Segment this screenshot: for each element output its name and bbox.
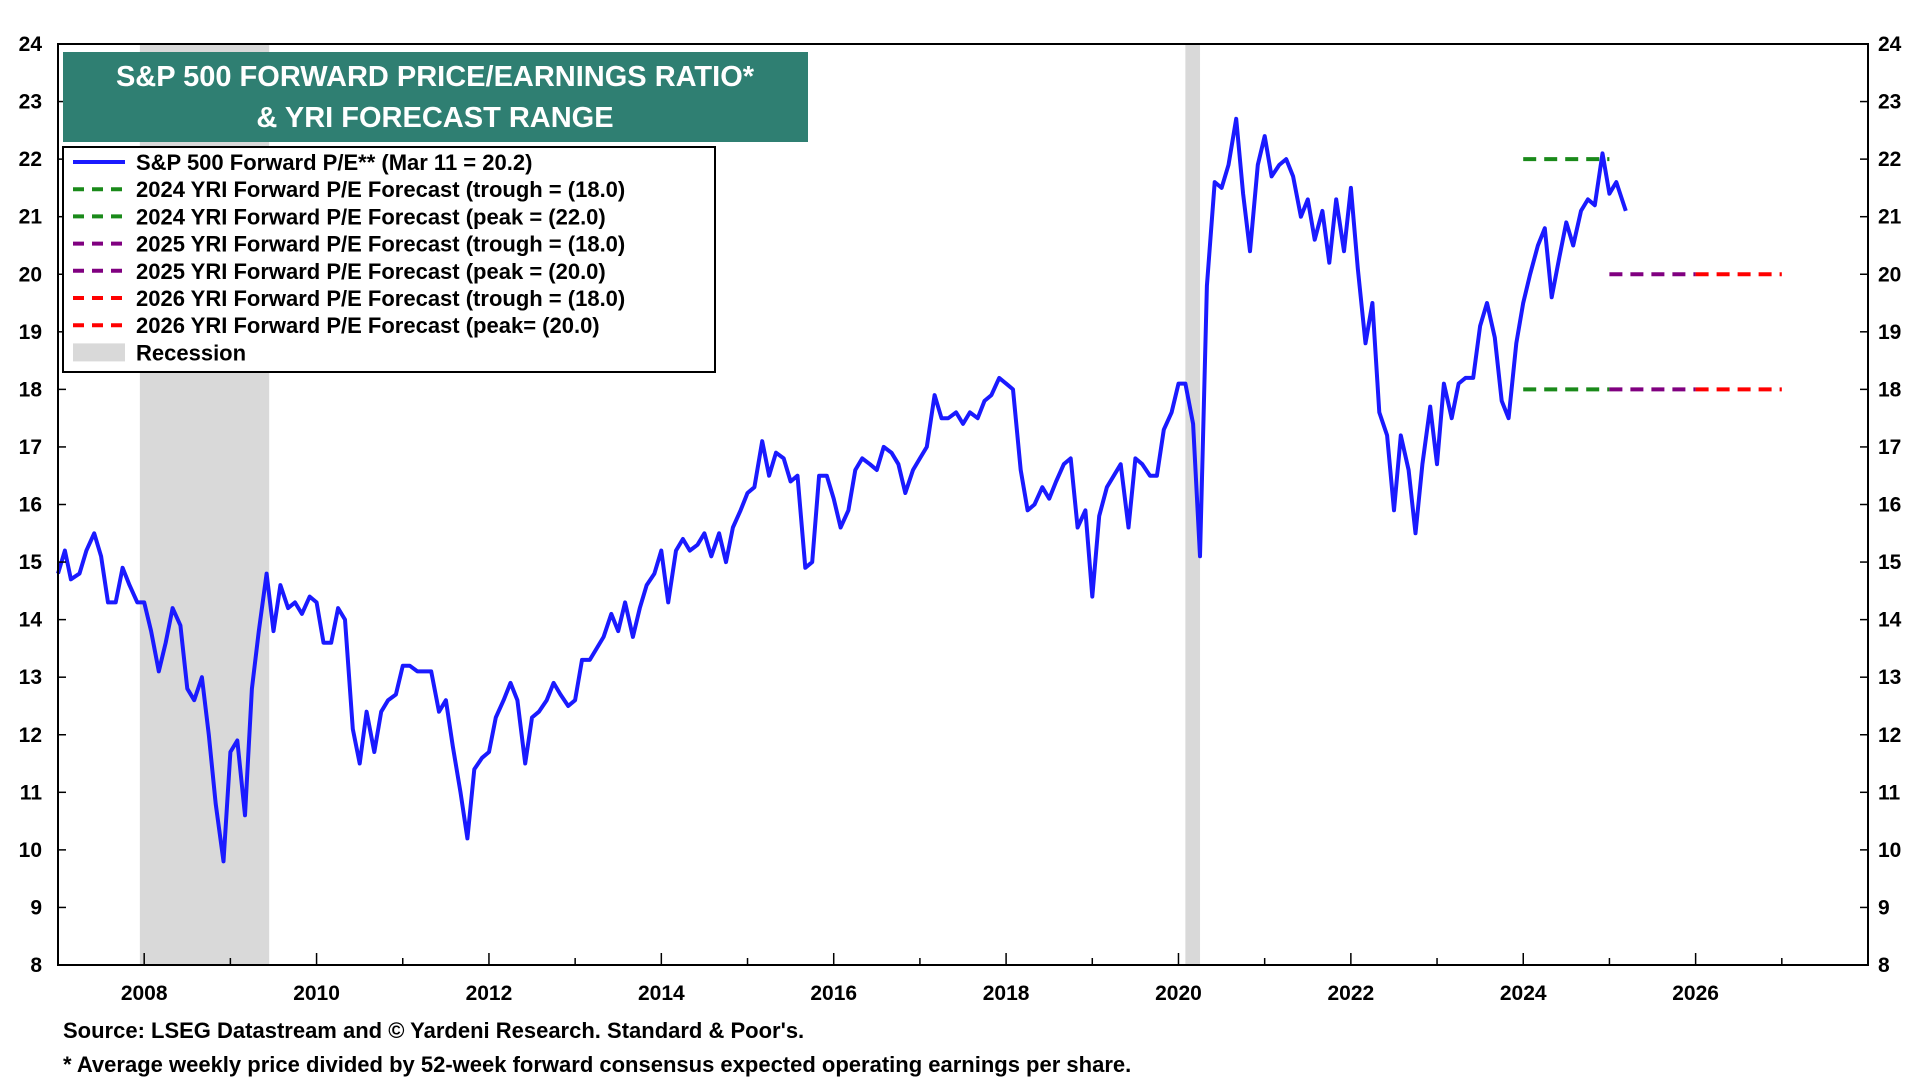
y-tick-label-right: 18 — [1878, 378, 1902, 401]
x-tick-label: 2020 — [1155, 982, 1202, 1005]
y-tick-label-left: 9 — [30, 896, 42, 919]
y-tick-label-right: 9 — [1878, 896, 1890, 919]
chart-title: S&P 500 FORWARD PRICE/EARNINGS RATIO* — [116, 61, 755, 93]
y-tick-label-right: 14 — [1878, 609, 1902, 632]
y-tick-label-left: 8 — [30, 954, 42, 977]
y-tick-label-left: 22 — [19, 148, 42, 171]
y-tick-label-right: 24 — [1878, 33, 1902, 56]
y-tick-label-right: 12 — [1878, 724, 1901, 747]
y-tick-label-left: 14 — [19, 609, 43, 632]
y-tick-label-left: 11 — [20, 781, 43, 804]
series-line-forward-pe — [56, 116, 1628, 864]
x-tick-label: 2014 — [638, 982, 685, 1005]
recession-band-2 — [1185, 44, 1201, 965]
y-tick-label-left: 17 — [19, 436, 42, 459]
y-tick-label-left: 24 — [19, 33, 43, 56]
legend: S&P 500 Forward P/E** (Mar 11 = 20.2)202… — [62, 146, 716, 373]
title-background — [63, 52, 808, 142]
y-tick-label-right: 15 — [1878, 551, 1902, 574]
source-note: Source: LSEG Datastream and © Yardeni Re… — [63, 1018, 805, 1043]
y-tick-label-left: 16 — [19, 494, 42, 517]
legend-label: 2024 YRI Forward P/E Forecast (peak = (2… — [136, 204, 606, 229]
legend-label: S&P 500 Forward P/E** (Mar 11 = 20.2) — [136, 150, 532, 175]
legend-label: 2025 YRI Forward P/E Forecast (trough = … — [136, 232, 625, 257]
x-tick-label: 2008 — [121, 982, 168, 1005]
y-tick-label-right: 8 — [1878, 954, 1890, 977]
legend-box — [62, 146, 716, 373]
x-tick-label: 2012 — [466, 982, 513, 1005]
x-tick-label: 2026 — [1672, 982, 1719, 1005]
y-tick-label-left: 15 — [19, 551, 43, 574]
title-box: S&P 500 FORWARD PRICE/EARNINGS RATIO* & … — [63, 52, 808, 142]
y-tick-label-right: 21 — [1878, 206, 1902, 229]
y-tick-label-left: 18 — [19, 378, 43, 401]
y-tick-label-right: 20 — [1878, 263, 1901, 286]
y-tick-label-right: 17 — [1878, 436, 1901, 459]
x-tick-label: 2024 — [1500, 982, 1547, 1005]
legend-label: 2025 YRI Forward P/E Forecast (peak = (2… — [136, 259, 606, 284]
y-tick-label-left: 10 — [19, 839, 42, 862]
legend-label: 2026 YRI Forward P/E Forecast (peak= (20… — [136, 313, 600, 338]
legend-label: 2024 YRI Forward P/E Forecast (trough = … — [136, 177, 625, 202]
y-tick-label-right: 10 — [1878, 839, 1901, 862]
footnote: * Average weekly price divided by 52-wee… — [63, 1052, 1132, 1077]
y-tick-label-right: 11 — [1878, 781, 1901, 804]
legend-label: Recession — [136, 340, 246, 365]
x-tick-label: 2010 — [293, 982, 340, 1005]
y-tick-label-right: 16 — [1878, 494, 1901, 517]
chart-subtitle: & YRI FORECAST RANGE — [256, 102, 613, 134]
y-tick-label-right: 23 — [1878, 91, 1901, 114]
x-tick-label: 2016 — [810, 982, 857, 1005]
legend-swatch-recession — [73, 343, 125, 362]
y-tick-label-left: 23 — [19, 91, 42, 114]
y-tick-label-right: 22 — [1878, 148, 1901, 171]
y-tick-label-left: 20 — [19, 263, 42, 286]
y-tick-label-left: 21 — [19, 206, 43, 229]
y-tick-label-left: 12 — [19, 724, 42, 747]
y-tick-label-right: 19 — [1878, 321, 1901, 344]
y-tick-label-right: 13 — [1878, 666, 1901, 689]
legend-label: 2026 YRI Forward P/E Forecast (trough = … — [136, 286, 625, 311]
y-tick-label-left: 13 — [19, 666, 42, 689]
x-tick-label: 2018 — [983, 982, 1030, 1005]
y-tick-label-left: 19 — [19, 321, 42, 344]
x-tick-label: 2022 — [1327, 982, 1374, 1005]
